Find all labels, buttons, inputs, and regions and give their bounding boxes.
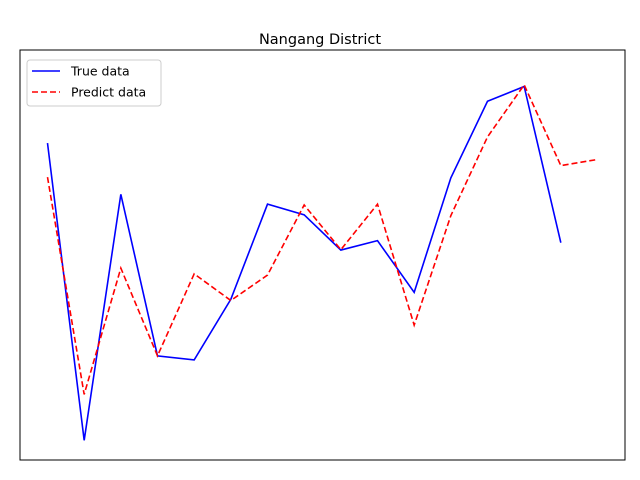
legend-label-predict-data: Predict data: [71, 85, 146, 100]
chart-title: Nangang District: [259, 32, 381, 48]
plot-frame: [19, 49, 626, 461]
series-line-true-data: [46, 85, 562, 441]
series-layer: [46, 83, 598, 441]
legend-box: [26, 59, 162, 107]
legend: True data Predict data: [26, 59, 162, 107]
series-line-predict-data: [46, 83, 598, 395]
legend-label-true-data: True data: [70, 64, 130, 79]
